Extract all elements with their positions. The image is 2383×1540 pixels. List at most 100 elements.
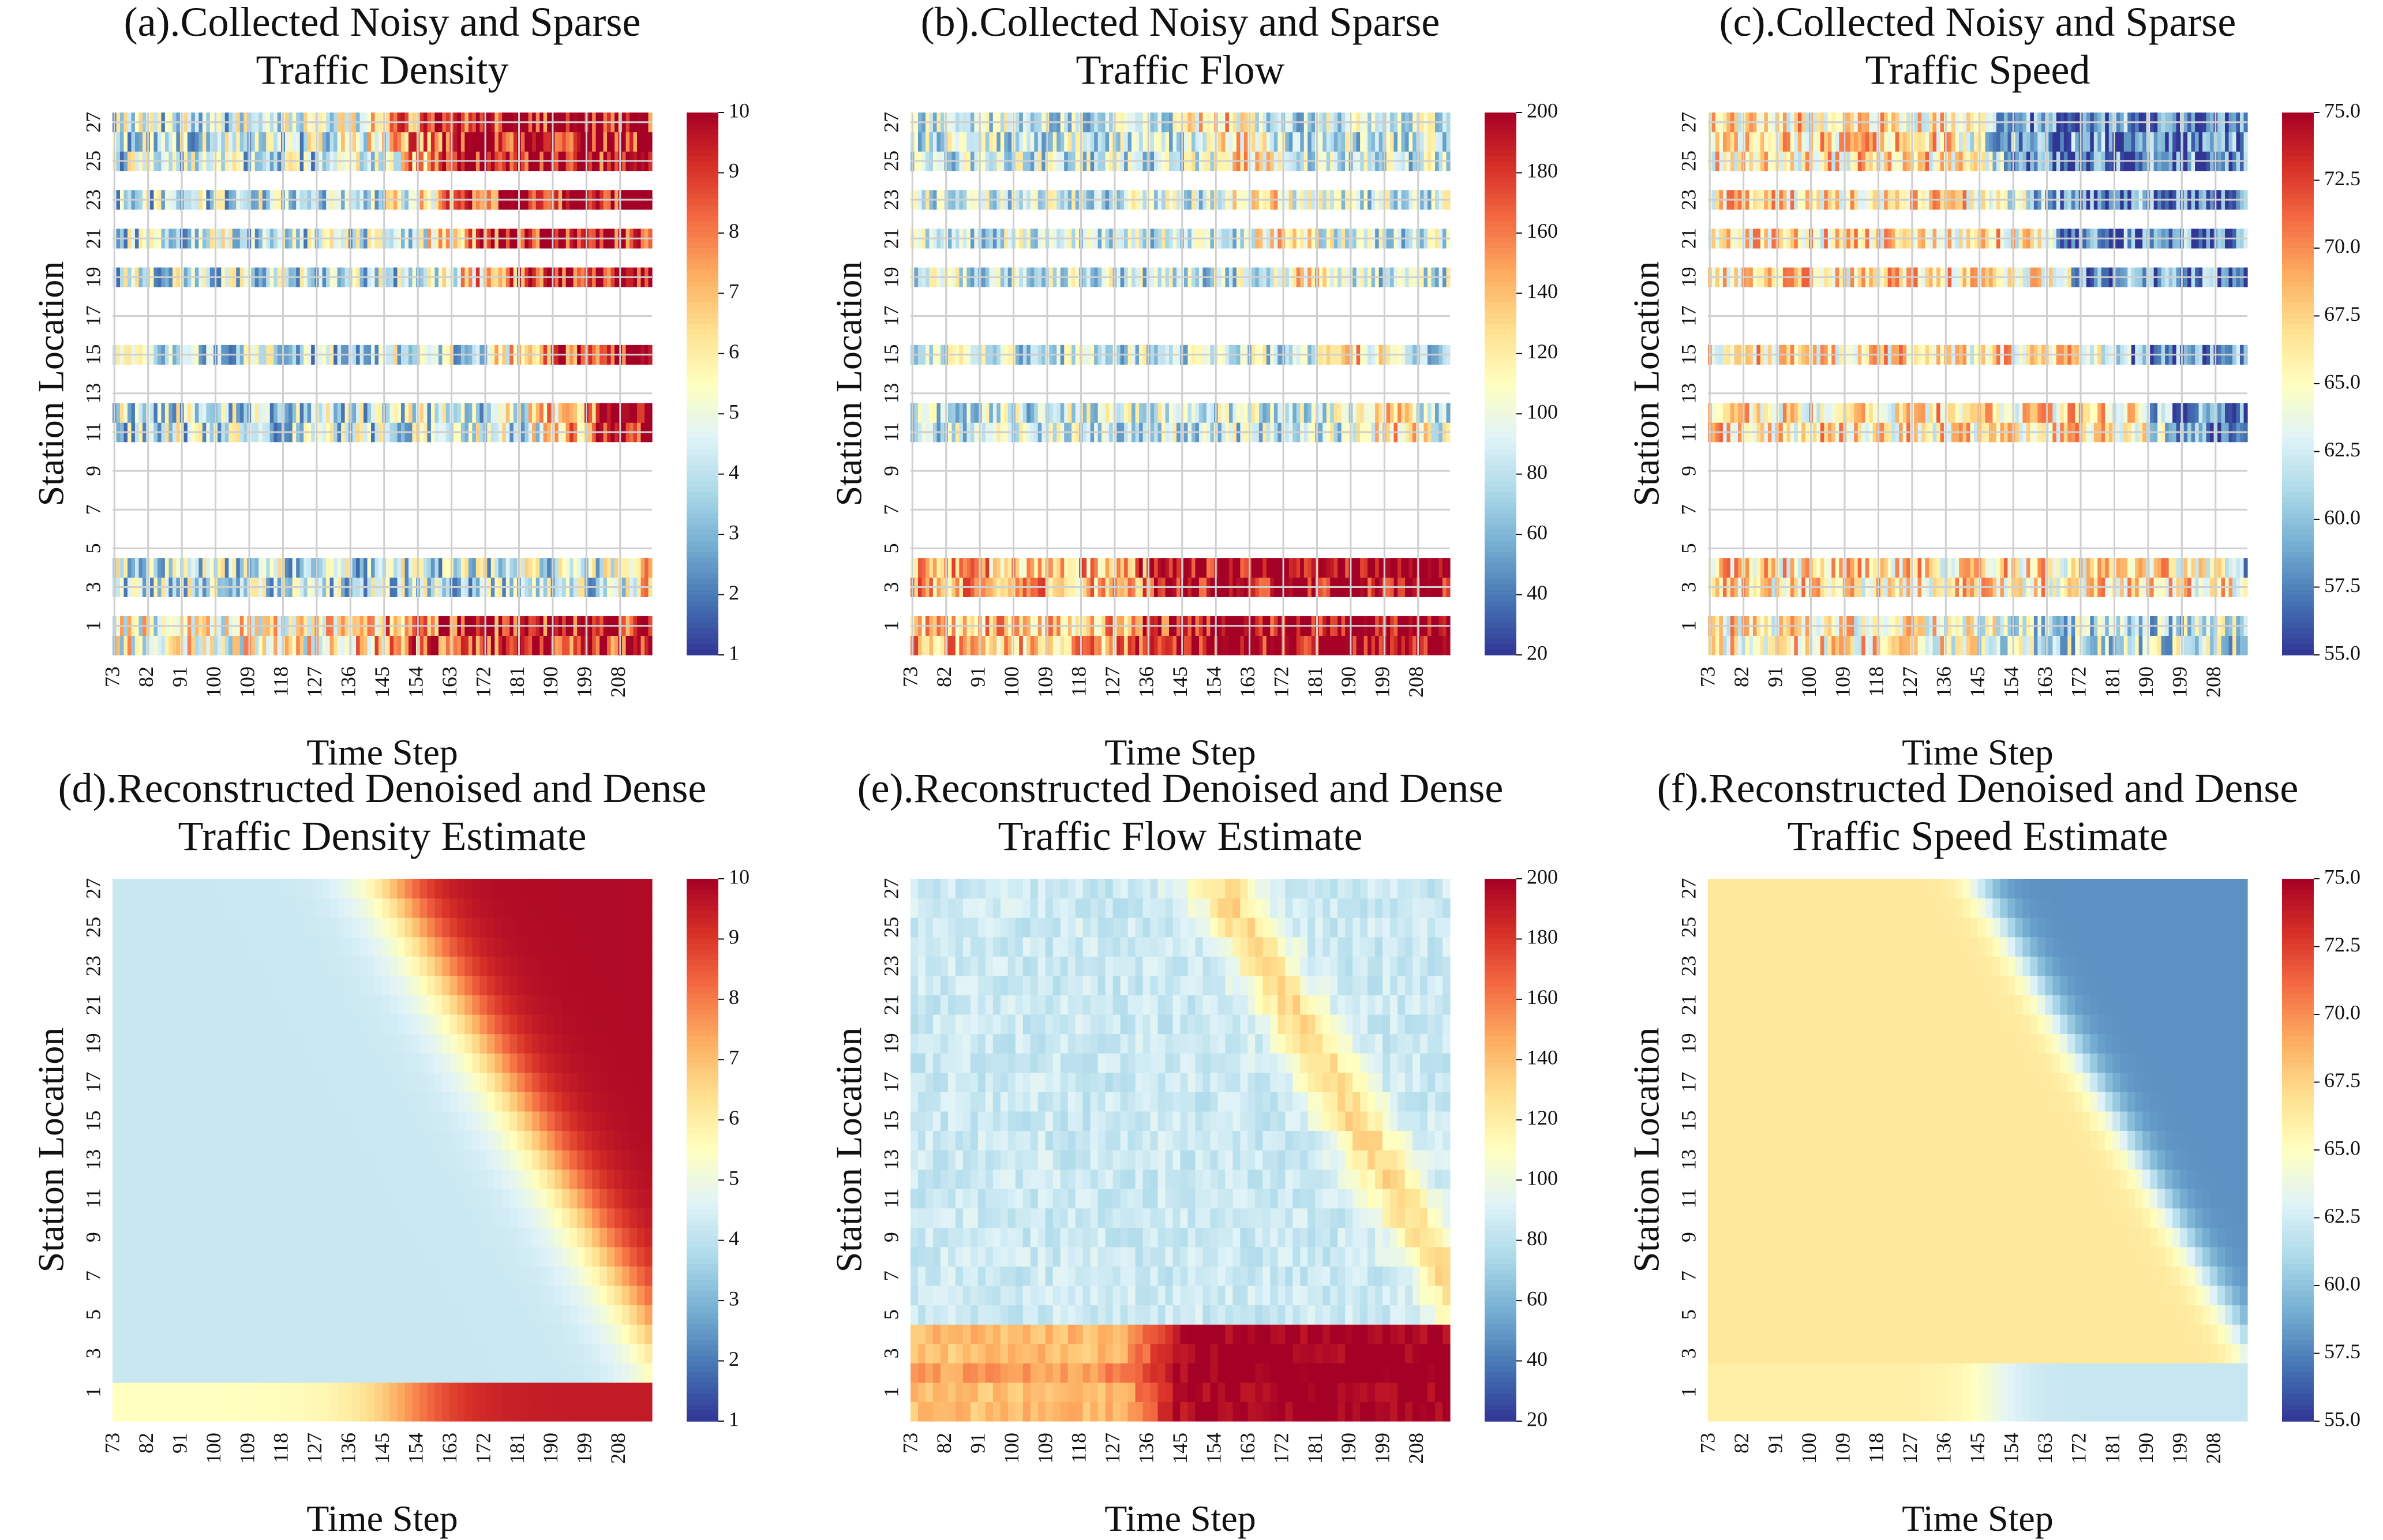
heatmap-cell <box>475 558 480 578</box>
heatmap-cell <box>371 132 376 152</box>
y-tick-label: 9 <box>879 466 902 476</box>
heatmap-cell <box>288 558 293 578</box>
heatmap-cell <box>1157 403 1162 423</box>
heatmap-cell <box>532 558 537 578</box>
heatmap-cell <box>1846 558 1851 578</box>
colorbar-segment <box>687 231 718 238</box>
heatmap-cell <box>209 403 214 423</box>
colorbar-segment <box>1485 541 1516 547</box>
heatmap-cell <box>2210 558 2215 578</box>
heatmap-cell <box>989 132 994 152</box>
heatmap-cell <box>645 403 649 423</box>
heatmap-cell <box>917 558 923 578</box>
y-tick-label: 7 <box>879 504 902 515</box>
heatmap-cell <box>1719 635 1723 655</box>
heatmap-cell <box>1135 558 1140 578</box>
heatmap-cell <box>1165 403 1170 423</box>
heatmap-cell <box>1719 558 1723 578</box>
heatmap-cell <box>364 635 368 655</box>
colorbar-segment <box>1485 188 1516 194</box>
heatmap-cell <box>630 132 634 152</box>
heatmap-cell <box>558 132 563 152</box>
heatmap-cell <box>1932 635 1937 655</box>
heatmap-cell <box>389 403 394 423</box>
heatmap-cell <box>1408 635 1413 655</box>
heatmap-cell <box>423 558 428 578</box>
heatmap-cell <box>580 635 585 655</box>
heatmap-cell <box>2105 403 2110 423</box>
heatmap-cell <box>304 132 308 152</box>
heatmap-cell <box>2048 403 2053 423</box>
heatmap-cells <box>1708 113 2248 655</box>
heatmap-cell <box>1378 403 1383 423</box>
heatmap-cell <box>1962 403 1967 423</box>
heatmap-cell <box>1052 132 1057 152</box>
colorbar-segment <box>1485 199 1516 205</box>
chart-panel-c: 73 82 91 100 109 118 127 136 145 154 163 172 181 190 1… <box>1626 0 2360 773</box>
heatmap-cell <box>1341 635 1346 655</box>
heatmap-cell <box>2018 558 2024 578</box>
heatmap-cell <box>966 403 971 423</box>
heatmap-cell <box>1797 558 1802 578</box>
heatmap-cell <box>1052 635 1057 655</box>
heatmap-cell <box>562 132 567 152</box>
heatmap-cell <box>1824 635 1829 655</box>
x-tick-label: 199 <box>1371 666 1394 698</box>
heatmap-cell <box>2101 403 2105 423</box>
x-tick-label: 73 <box>101 666 124 687</box>
heatmap-cell <box>1835 403 1839 423</box>
colorbar-segment <box>1485 150 1516 156</box>
heatmap-cell <box>266 403 271 423</box>
x-tick-label: 190 <box>1337 666 1360 698</box>
heatmap-cell <box>1408 558 1413 578</box>
heatmap-cell <box>1326 403 1331 423</box>
heatmap-cell <box>2022 635 2027 655</box>
heatmap-cell <box>1737 635 1743 655</box>
y-tick-label: 13 <box>879 383 902 404</box>
heatmap-cell <box>322 132 327 152</box>
colorbar-segment <box>687 443 718 449</box>
heatmap-cell <box>528 635 533 655</box>
heatmap-cell <box>364 132 368 152</box>
heatmap-cell <box>217 132 222 152</box>
heatmap-cell <box>1303 558 1308 578</box>
heatmap-cell <box>498 132 503 152</box>
heatmap-cell <box>334 635 338 655</box>
heatmap-cell <box>232 635 237 655</box>
heatmap-cell <box>1375 403 1380 423</box>
heatmap-cell <box>1019 558 1024 578</box>
heatmap-cell <box>645 558 649 578</box>
heatmap-cell <box>1071 132 1076 152</box>
heatmap-cell <box>2198 403 2203 423</box>
heatmap-cell <box>1895 635 1899 655</box>
heatmap-cell <box>940 132 945 152</box>
heatmap-cell <box>992 403 997 423</box>
colorbar-segment <box>687 622 718 628</box>
colorbar-segment <box>687 242 718 249</box>
heatmap-cell <box>457 558 462 578</box>
heatmap-cell <box>1240 558 1245 578</box>
heatmap-cell <box>385 558 391 578</box>
heatmap-cell <box>622 635 627 655</box>
heatmap-cell <box>1988 558 1994 578</box>
heatmap-cell <box>206 132 211 152</box>
heatmap-cell <box>1082 403 1087 423</box>
heatmap-cell <box>625 403 630 423</box>
colorbar-tick-label: 2 <box>729 581 739 604</box>
heatmap-cell <box>1049 403 1054 423</box>
heatmap-cell <box>134 635 140 655</box>
heatmap-cell <box>1142 558 1147 578</box>
heatmap-cell <box>367 403 372 423</box>
heatmap-cell <box>1232 132 1237 152</box>
heatmap-cell <box>1273 558 1278 578</box>
heatmap-cell <box>116 558 121 578</box>
x-tick-label: 154 <box>404 666 427 698</box>
heatmap-cell <box>1711 635 1716 655</box>
heatmap-cell <box>985 403 990 423</box>
heatmap-cell <box>232 403 237 423</box>
heatmap-cell <box>2075 558 2079 578</box>
heatmap-cell <box>1082 635 1087 655</box>
chart-panel-a: 73 82 91 100 109 118 127 136 145 154 163 172 181 190 1… <box>31 0 750 773</box>
colorbar-segment <box>687 541 718 547</box>
heatmap-cell <box>1412 403 1417 423</box>
